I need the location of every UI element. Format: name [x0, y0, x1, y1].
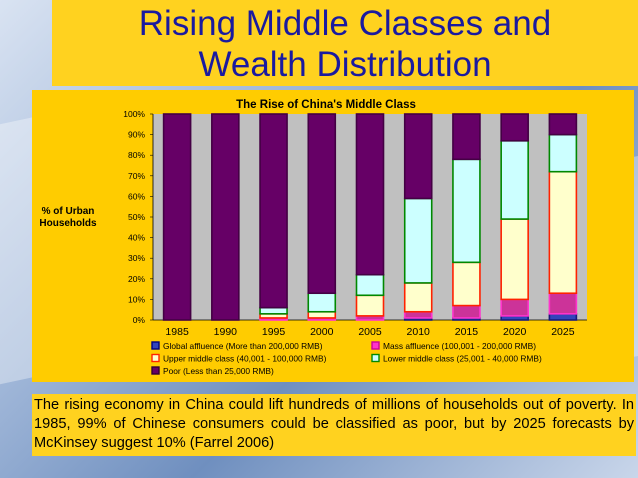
y-tick-label: 80% — [128, 150, 145, 160]
legend-swatch — [151, 341, 160, 350]
bar-segment — [548, 292, 578, 315]
bar-segment — [403, 197, 433, 284]
bar-segment — [500, 113, 529, 142]
bar-segment — [355, 294, 385, 317]
y-tick-label: 60% — [128, 191, 145, 201]
x-tick-label: 2005 — [358, 326, 382, 338]
bar-segment — [452, 113, 481, 161]
bar-segment — [403, 282, 433, 313]
y-tick-label: 70% — [128, 171, 145, 181]
slide-title: Rising Middle Classes and Wealth Distrib… — [52, 0, 638, 85]
x-tick-label: 2010 — [407, 326, 431, 338]
legend-label: Global affluence (More than 200,000 RMB) — [163, 341, 323, 351]
bar-segment — [548, 170, 578, 295]
y-tick-label: 30% — [128, 253, 145, 263]
bar-segment — [452, 304, 481, 319]
bar-segment — [355, 113, 385, 276]
bar-segment — [211, 113, 240, 321]
x-tick-label: 1995 — [262, 326, 286, 338]
bar-segment — [548, 133, 578, 173]
bar-segment — [500, 218, 529, 301]
legend-label: Lower middle class (25,001 - 40,000 RMB) — [383, 354, 542, 364]
x-tick-label: 2025 — [551, 326, 575, 338]
bar-segment — [307, 113, 337, 295]
chart-title: The Rise of China's Middle Class — [236, 99, 416, 111]
slide-title-line-1: Rising Middle Classes and — [138, 4, 552, 43]
y-tick-label: 20% — [128, 274, 145, 284]
bar-segment — [307, 310, 337, 319]
y-tick-label: 90% — [128, 130, 145, 140]
bar-segment — [452, 158, 481, 264]
bar-segment — [500, 298, 529, 317]
bar-segment — [355, 273, 385, 297]
slide-title-line-2: Wealth Distribution — [198, 45, 492, 84]
x-tick-label: 1985 — [165, 326, 189, 338]
bar-segment — [548, 113, 578, 136]
bar-segment — [403, 113, 433, 200]
legend-label: Upper middle class (40,001 - 100,000 RMB… — [163, 354, 327, 364]
bar-segment — [162, 113, 192, 321]
bar-segment — [500, 139, 529, 220]
y-tick-label: 40% — [128, 233, 145, 243]
legend-swatch — [371, 341, 380, 350]
bar-segment — [548, 313, 578, 321]
y-tick-label: 0% — [133, 315, 146, 325]
caption-text: The rising economy in China could lift h… — [32, 394, 636, 456]
x-tick-label: 1990 — [214, 326, 238, 338]
y-axis-label: % of Urban Households — [39, 206, 97, 229]
x-tick-label: 2000 — [310, 326, 334, 338]
bar-segment — [259, 113, 288, 309]
bar-segment — [452, 261, 481, 307]
bar-segment — [307, 292, 337, 313]
legend-label: Mass affluence (100,001 - 200,000 RMB) — [383, 341, 536, 351]
x-tick-label: 2020 — [503, 326, 527, 338]
legend-swatch — [151, 366, 160, 375]
y-tick-label: 50% — [128, 212, 145, 222]
bar-segment — [259, 306, 288, 315]
bar-segment — [403, 310, 433, 319]
y-tick-label: 10% — [128, 294, 145, 304]
legend-label: Poor (Less than 25,000 RMB) — [163, 366, 274, 376]
legend-swatch — [371, 353, 380, 363]
legend-swatch — [151, 353, 160, 363]
title-band — [52, 0, 638, 86]
y-tick-label: 100% — [123, 109, 145, 119]
x-tick-label: 2015 — [455, 326, 479, 338]
